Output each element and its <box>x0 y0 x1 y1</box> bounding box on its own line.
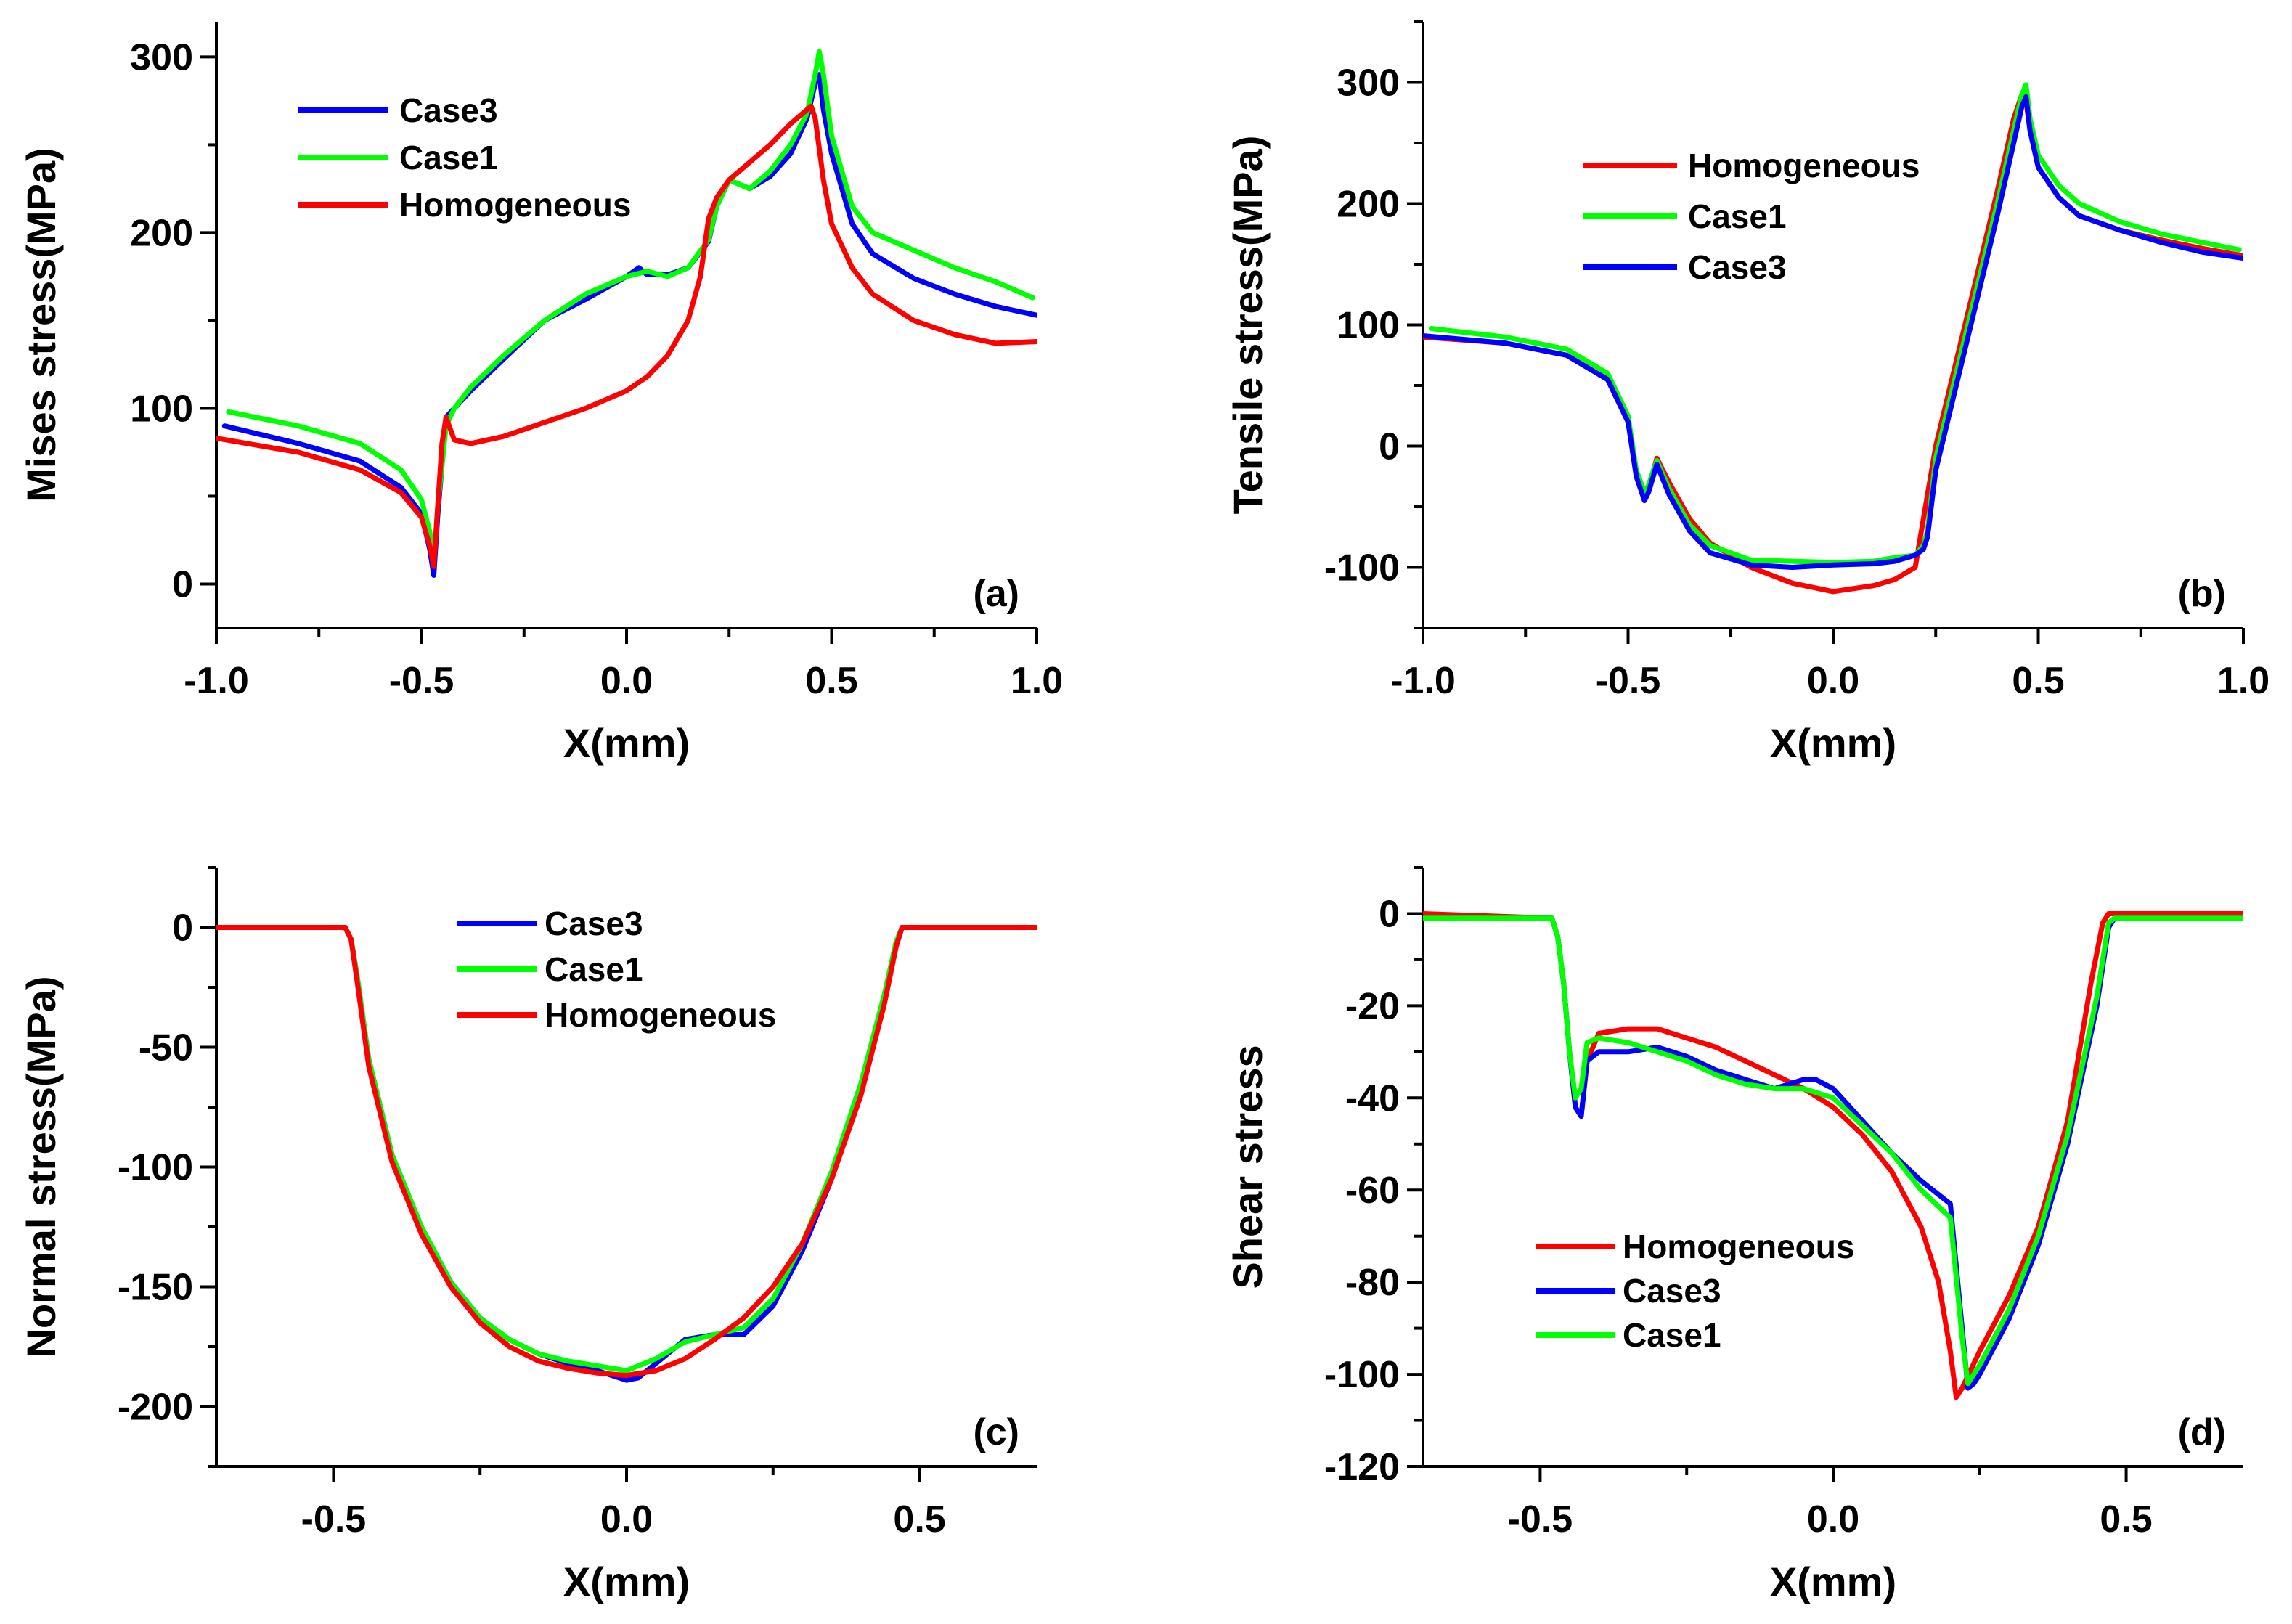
x-tick-label: 0.0 <box>1807 660 1859 702</box>
x-tick-label: 0.0 <box>600 1498 653 1541</box>
x-axis-title: X(mm) <box>1770 1559 1896 1604</box>
y-tick-label: -150 <box>118 1267 193 1309</box>
x-tick-label: -1.0 <box>184 660 249 702</box>
y-tick-label: 300 <box>130 36 193 78</box>
x-tick-label: 0.5 <box>805 660 857 702</box>
series-line-case1 <box>226 49 1035 566</box>
x-tick-label: 1.0 <box>1011 660 1063 702</box>
legend-label: Case1 <box>1623 1316 1721 1354</box>
panel-label: (c) <box>973 1411 1019 1453</box>
legend: Homogeneous Case1 Case3 <box>1583 147 1920 286</box>
x-axis-title: X(mm) <box>563 1559 690 1604</box>
x-tick-label: 0.0 <box>600 660 653 702</box>
y-tick-label: -100 <box>1324 1354 1400 1396</box>
panel-label: (d) <box>2178 1411 2226 1453</box>
x-tick-label: -1.0 <box>1390 660 1456 702</box>
x-tick-label: -0.5 <box>1596 660 1661 702</box>
y-tick-label: -200 <box>118 1387 193 1429</box>
series-line-homogeneous <box>1423 911 2243 1400</box>
y-axis-title: Tensile stress(MPa) <box>1225 136 1271 515</box>
x-tick-label: 0.5 <box>893 1498 945 1541</box>
y-tick-label: 0 <box>172 563 193 605</box>
panel-label: (b) <box>2178 573 2226 615</box>
legend-label: Case3 <box>545 905 643 942</box>
series-line-case1 <box>216 925 1037 1374</box>
legend-label: Case3 <box>399 91 498 129</box>
y-tick-label: -80 <box>1345 1262 1400 1304</box>
x-tick-label: 1.0 <box>2217 660 2269 702</box>
y-tick-label: -100 <box>1324 547 1400 589</box>
legend-label: Homogeneous <box>399 186 631 224</box>
legend-label: Case1 <box>545 950 643 988</box>
legend-label: Case3 <box>1688 248 1787 286</box>
legend: Homogeneous Case3 Case1 <box>1536 1228 1854 1354</box>
series-line-case3 <box>1423 94 2243 570</box>
chart-panel-4: -0.5 0.0 0.5 0 -20 -40 -60 -80 -100 -120 X(mm) Shea… <box>1225 866 2243 1604</box>
series-line-homogeneous <box>216 925 1037 1379</box>
x-tick-label: 0.0 <box>1807 1498 1859 1541</box>
x-axis-title: X(mm) <box>1770 720 1896 766</box>
y-tick-label: 200 <box>130 212 193 254</box>
y-tick-label: 300 <box>1337 62 1400 105</box>
x-tick-label: -0.5 <box>301 1498 367 1541</box>
legend-label: Case3 <box>1623 1272 1721 1310</box>
x-tick-label: 0.5 <box>2012 660 2064 702</box>
legend: Case3 Case1 Homogeneous <box>457 905 776 1034</box>
series-line-case3 <box>221 72 1037 578</box>
y-axis-title: Normal stress(MPa) <box>18 976 64 1358</box>
y-tick-label: -50 <box>139 1027 193 1069</box>
legend-label: Homogeneous <box>545 996 776 1034</box>
x-tick-label: 0.5 <box>2100 1498 2152 1541</box>
chart-panel-2: -1.0 -0.5 0.0 0.5 1.0 -100 0 100 200 300 X(mm) Tens… <box>1225 20 2269 766</box>
y-tick-label: 0 <box>1379 426 1400 468</box>
y-tick-label: -120 <box>1324 1446 1400 1488</box>
legend: Case3 Case1 Homogeneous <box>298 91 631 224</box>
legend-label: Homogeneous <box>1688 147 1920 184</box>
series-line-case1 <box>1423 915 2243 1387</box>
y-axis-title: Shear stress <box>1225 1045 1271 1289</box>
series-line-homogeneous <box>216 103 1037 569</box>
y-tick-label: 100 <box>1337 305 1400 347</box>
chart-panel-3: -0.5 0.0 0.5 0 -50 -100 -150 -200 X(mm) Normal st… <box>18 866 1037 1604</box>
y-tick-label: 200 <box>1337 184 1400 226</box>
legend-label: Case1 <box>1688 197 1787 235</box>
y-tick-label: -100 <box>118 1147 193 1189</box>
legend-label: Case1 <box>399 139 498 176</box>
x-tick-label: -0.5 <box>389 660 454 702</box>
y-tick-label: 0 <box>172 907 193 950</box>
y-tick-label: -40 <box>1345 1077 1400 1119</box>
panel-label: (a) <box>973 573 1019 615</box>
y-tick-label: 100 <box>130 388 193 430</box>
legend-label: Homogeneous <box>1623 1228 1854 1265</box>
chart-panel-1: -1.0 -0.5 0.0 0.5 1.0 0 100 200 300 X(mm) Mises st… <box>18 22 1063 766</box>
series-line-case3 <box>1423 915 2243 1391</box>
x-tick-label: -0.5 <box>1508 1498 1573 1541</box>
y-tick-label: -60 <box>1345 1170 1400 1212</box>
y-tick-label: -20 <box>1345 985 1400 1027</box>
y-tick-label: 0 <box>1379 893 1400 935</box>
y-axis-title: Mises stress(MPa) <box>18 147 64 502</box>
x-axis-title: X(mm) <box>563 720 690 766</box>
